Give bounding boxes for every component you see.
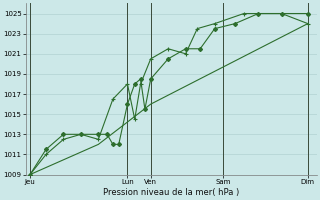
X-axis label: Pression niveau de la mer( hPa ): Pression niveau de la mer( hPa ) — [103, 188, 239, 197]
